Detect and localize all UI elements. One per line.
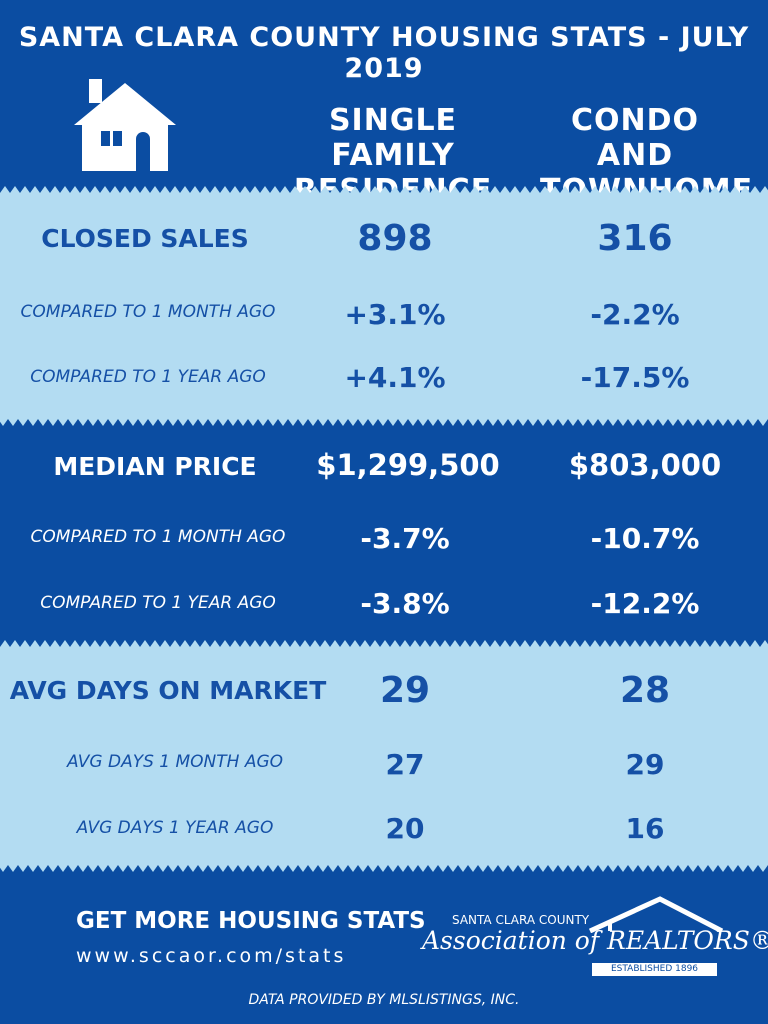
median-price-year-sfr: -3.8% [360, 587, 450, 620]
section-background [0, 640, 768, 872]
house-icon [72, 77, 178, 175]
median-price-condo-value: $803,000 [568, 448, 722, 482]
median-price-month-condo: -10.7% [590, 522, 700, 555]
closed-sales-sfr-value: 898 [357, 218, 433, 259]
stats-link[interactable]: www.sccaor.com/stats [76, 945, 347, 967]
get-more-stats-heading: GET MORE HOUSING STATS [76, 908, 426, 934]
closed-sales-month-label: COMPARED TO 1 MONTH AGO [20, 302, 276, 322]
median-price-month-sfr: -3.7% [360, 522, 450, 555]
avg-days-label: AVG DAYS ON MARKET [9, 676, 327, 705]
association-county-text: SANTA CLARA COUNTY [452, 913, 590, 927]
avg-days-month-condo: 29 [625, 748, 665, 781]
median-price-sfr-value: $1,299,500 [316, 448, 500, 482]
median-price-month-label: COMPARED TO 1 MONTH AGO [30, 527, 286, 547]
avg-days-year-sfr: 20 [385, 812, 425, 845]
closed-sales-section: CLOSED SALES 898 316 COMPARED TO 1 MONTH… [0, 186, 768, 426]
avg-days-year-condo: 16 [625, 812, 665, 845]
closed-sales-label: CLOSED SALES [41, 224, 249, 253]
realtors-association-logo: SANTA CLARA COUNTY Association of REALTO… [422, 893, 768, 983]
data-credit: DATA PROVIDED BY MLSLISTINGS, INC. [248, 992, 520, 1008]
avg-days-month-label: AVG DAYS 1 MONTH AGO [66, 752, 284, 772]
closed-sales-month-condo: -2.2% [590, 298, 680, 331]
avg-days-month-sfr: 27 [385, 748, 425, 781]
closed-sales-year-label: COMPARED TO 1 YEAR AGO [30, 367, 266, 387]
section-background [0, 186, 768, 426]
median-price-year-condo: -12.2% [590, 587, 700, 620]
median-price-label: MEDIAN PRICE [53, 452, 257, 481]
closed-sales-year-sfr: +4.1% [344, 361, 446, 394]
avg-days-condo-value: 28 [619, 670, 671, 711]
avg-days-sfr-value: 29 [379, 670, 431, 711]
closed-sales-year-condo: -17.5% [580, 361, 690, 394]
realtor-roof-logo [588, 896, 724, 933]
page-title: SANTA CLARA COUNTY HOUSING STATS - JULY … [18, 22, 750, 84]
avg-days-year-label: AVG DAYS 1 YEAR AGO [76, 818, 274, 838]
avg-days-section: AVG DAYS ON MARKET 29 28 AVG DAYS 1 MONT… [0, 640, 768, 872]
closed-sales-condo-value: 316 [597, 218, 673, 259]
association-name-text: Association of REALTORS® [422, 926, 768, 955]
closed-sales-month-sfr: +3.1% [344, 298, 446, 331]
established-badge: ESTABLISHED 1896 [592, 963, 717, 976]
median-price-year-label: COMPARED TO 1 YEAR AGO [40, 593, 276, 613]
median-price-section: MEDIAN PRICE $1,299,500 $803,000 COMPARE… [0, 430, 768, 642]
